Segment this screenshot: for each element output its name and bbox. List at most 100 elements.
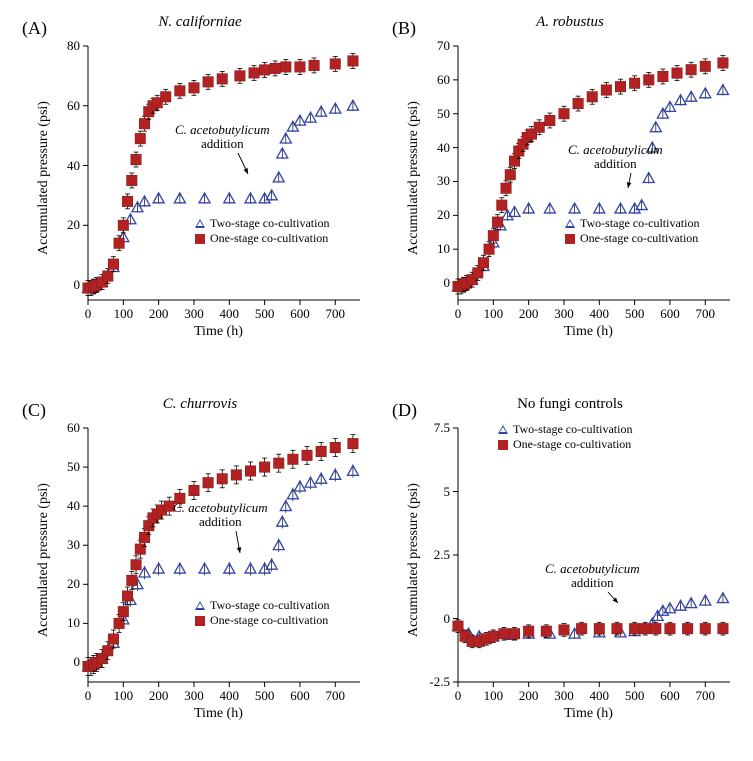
- y-tick-label: 10: [50, 615, 80, 631]
- x-axis-label: Time (h): [194, 324, 243, 340]
- square-icon: [195, 616, 205, 626]
- y-tick-label: 20: [50, 576, 80, 592]
- triangle-icon: [195, 601, 205, 610]
- square-icon: [565, 234, 575, 244]
- x-tick-label: 200: [141, 306, 177, 322]
- panel-B: (B)A. robustus01002003004005006007000102…: [400, 8, 740, 348]
- annotation-label: C. acetobutylicumaddition: [568, 143, 663, 170]
- panel-A: (A)N. californiae01002003004005006007000…: [30, 8, 370, 348]
- x-tick-label: 400: [211, 306, 247, 322]
- y-axis-label: Accumulated pressure (psi): [406, 101, 422, 255]
- x-axis-label: Time (h): [194, 706, 243, 722]
- x-tick-label: 400: [581, 306, 617, 322]
- square-icon: [498, 440, 508, 450]
- y-axis-label: Accumulated pressure (psi): [406, 483, 422, 637]
- legend-label: One-stage co-cultivation: [580, 231, 698, 246]
- x-tick-label: 0: [440, 688, 476, 704]
- y-tick-label: 60: [50, 98, 80, 114]
- legend-item-tri: Two-stage co-cultivation: [565, 216, 699, 231]
- x-tick-label: 0: [70, 306, 106, 322]
- triangle-icon: [498, 425, 508, 434]
- legend-item-sq: One-stage co-cultivation: [195, 231, 329, 246]
- x-tick-label: 200: [511, 688, 547, 704]
- legend-label: Two-stage co-cultivation: [210, 216, 329, 231]
- x-tick-label: 300: [546, 306, 582, 322]
- y-tick-label: 0: [50, 654, 80, 670]
- y-tick-label: 80: [50, 38, 80, 54]
- legend-label: One-stage co-cultivation: [210, 231, 328, 246]
- x-tick-label: 300: [546, 688, 582, 704]
- annotation-label: C. acetobutylicumaddition: [173, 501, 268, 528]
- x-tick-label: 0: [440, 306, 476, 322]
- x-tick-label: 700: [317, 688, 353, 704]
- x-tick-label: 400: [581, 688, 617, 704]
- legend-label: Two-stage co-cultivation: [210, 598, 329, 613]
- y-tick-label: 7.5: [420, 420, 450, 436]
- legend-item-sq: One-stage co-cultivation: [565, 231, 699, 246]
- legend-label: Two-stage co-cultivation: [580, 216, 699, 231]
- x-tick-label: 100: [475, 306, 511, 322]
- legend-item-sq: One-stage co-cultivation: [195, 613, 329, 628]
- x-tick-label: 0: [70, 688, 106, 704]
- y-tick-label: 0: [420, 275, 450, 291]
- y-tick-label: 0: [420, 611, 450, 627]
- x-tick-label: 600: [282, 306, 318, 322]
- triangle-icon: [565, 219, 575, 228]
- y-tick-label: 40: [50, 498, 80, 514]
- y-tick-label: 50: [420, 106, 450, 122]
- square-icon: [195, 234, 205, 244]
- x-tick-label: 600: [652, 688, 688, 704]
- x-tick-label: 700: [317, 306, 353, 322]
- legend-label: One-stage co-cultivation: [210, 613, 328, 628]
- y-tick-label: 2.5: [420, 547, 450, 563]
- x-tick-label: 100: [105, 688, 141, 704]
- y-axis-label: Accumulated pressure (psi): [36, 483, 52, 637]
- y-tick-label: 20: [420, 207, 450, 223]
- y-tick-label: 10: [420, 241, 450, 257]
- x-axis-label: Time (h): [564, 706, 613, 722]
- legend: Two-stage co-cultivationOne-stage co-cul…: [195, 216, 329, 246]
- y-tick-label: 30: [420, 173, 450, 189]
- y-tick-label: 0: [50, 277, 80, 293]
- legend-label: Two-stage co-cultivation: [513, 422, 632, 437]
- legend: Two-stage co-cultivationOne-stage co-cul…: [195, 598, 329, 628]
- legend: Two-stage co-cultivationOne-stage co-cul…: [498, 422, 632, 452]
- x-tick-label: 200: [511, 306, 547, 322]
- x-tick-label: 600: [652, 306, 688, 322]
- y-tick-label: -2.5: [420, 674, 450, 690]
- figure-grid: (A)N. californiae01002003004005006007000…: [0, 0, 753, 761]
- x-tick-label: 300: [176, 688, 212, 704]
- legend: Two-stage co-cultivationOne-stage co-cul…: [565, 216, 699, 246]
- y-tick-label: 60: [420, 72, 450, 88]
- x-tick-label: 700: [687, 688, 723, 704]
- y-axis-label: Accumulated pressure (psi): [36, 101, 52, 255]
- x-tick-label: 400: [211, 688, 247, 704]
- x-tick-label: 700: [687, 306, 723, 322]
- x-tick-label: 100: [105, 306, 141, 322]
- y-tick-label: 5: [420, 484, 450, 500]
- x-axis-label: Time (h): [564, 324, 613, 340]
- x-tick-label: 100: [475, 688, 511, 704]
- annotation-label: C. acetobutylicumaddition: [175, 123, 270, 150]
- y-tick-label: 70: [420, 38, 450, 54]
- legend-item-tri: Two-stage co-cultivation: [195, 598, 329, 613]
- x-tick-label: 300: [176, 306, 212, 322]
- y-tick-label: 40: [420, 140, 450, 156]
- legend-item-tri: Two-stage co-cultivation: [195, 216, 329, 231]
- x-tick-label: 500: [247, 688, 283, 704]
- x-tick-label: 500: [247, 306, 283, 322]
- triangle-icon: [195, 219, 205, 228]
- x-tick-label: 500: [617, 306, 653, 322]
- panel-D: (D)No fungi controls01002003004005006007…: [400, 390, 740, 730]
- y-tick-label: 40: [50, 158, 80, 174]
- y-tick-label: 60: [50, 420, 80, 436]
- annotation-label: C. acetobutylicumaddition: [545, 562, 640, 589]
- x-tick-label: 500: [617, 688, 653, 704]
- y-tick-label: 30: [50, 537, 80, 553]
- y-tick-label: 20: [50, 217, 80, 233]
- x-tick-label: 600: [282, 688, 318, 704]
- legend-item-tri: Two-stage co-cultivation: [498, 422, 632, 437]
- legend-label: One-stage co-cultivation: [513, 437, 631, 452]
- x-tick-label: 200: [141, 688, 177, 704]
- legend-item-sq: One-stage co-cultivation: [498, 437, 632, 452]
